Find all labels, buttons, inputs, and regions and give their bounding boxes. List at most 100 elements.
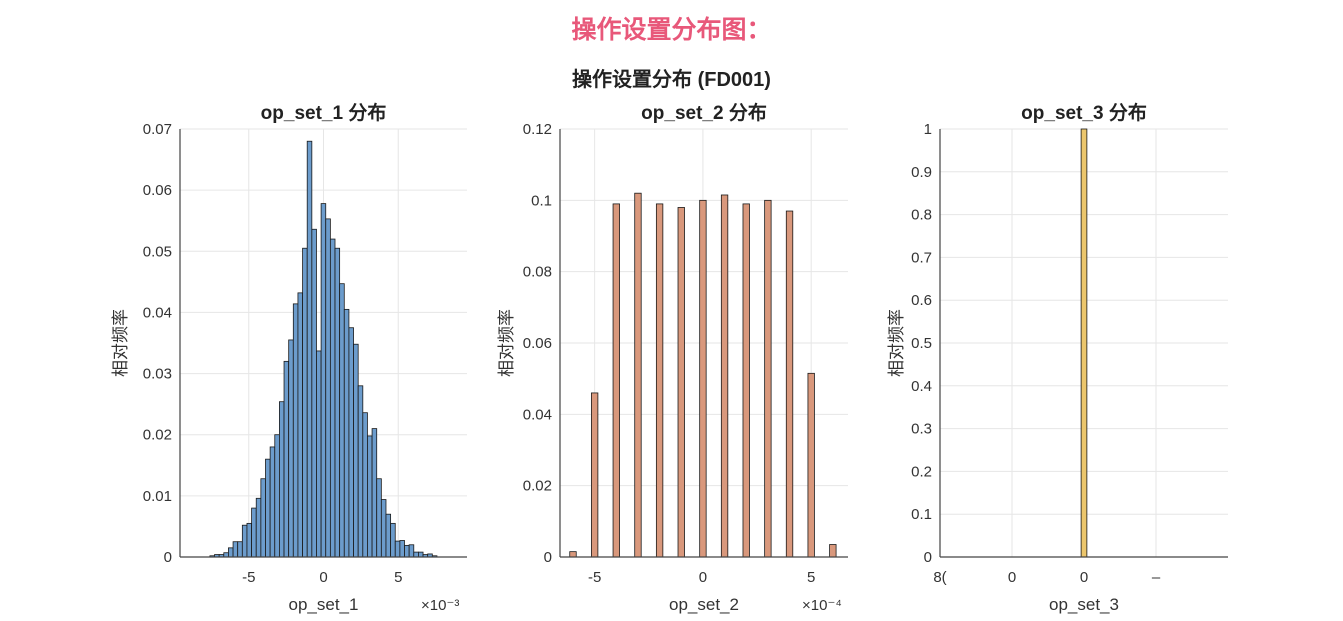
subplot-title: op_set_2 分布 <box>641 101 767 124</box>
y-tick-label: 0.1 <box>911 506 932 523</box>
histogram-bar <box>785 210 794 558</box>
histogram-bar <box>399 540 405 558</box>
histogram-bar <box>742 203 750 558</box>
y-tick-label: 0.08 <box>523 264 552 281</box>
y-tick-label: 0.1 <box>531 192 552 209</box>
y-tick-label: 1 <box>924 121 932 138</box>
histogram-bar <box>283 360 290 558</box>
histogram-bar <box>569 551 577 558</box>
x-tick-label: -5 <box>588 569 601 586</box>
histogram-bar <box>306 140 313 558</box>
histogram-bar <box>292 303 299 558</box>
histogram-bar <box>385 513 392 558</box>
y-tick-label: 0.01 <box>143 488 172 505</box>
x-exponent-label: ×10⁻⁴ <box>802 597 842 614</box>
histogram-bar <box>237 541 243 558</box>
histogram-bar <box>677 207 685 558</box>
subplot-title: op_set_1 分布 <box>261 101 387 124</box>
y-tick-label: 0.3 <box>911 421 932 438</box>
histogram-bar <box>413 551 419 558</box>
histogram-bar <box>241 524 248 558</box>
y-axis-label: 相对频率 <box>497 309 516 377</box>
y-tick-label: 0.2 <box>911 463 932 480</box>
y-tick-label: 0 <box>924 549 932 566</box>
histogram-bar <box>764 199 772 558</box>
histogram-bar <box>367 435 373 558</box>
histogram-bar <box>269 446 276 558</box>
y-tick-label: 0 <box>544 549 552 566</box>
histogram-bar <box>334 247 341 558</box>
histogram-bar <box>353 343 359 558</box>
histogram-bar <box>316 350 322 558</box>
y-tick-label: 0.04 <box>143 304 172 321</box>
y-tick-label: 0.6 <box>911 292 932 309</box>
histogram-bar <box>329 238 336 558</box>
y-axis-label: 相对频率 <box>111 309 130 377</box>
subplot-1: 0 0.01 0.02 0.03 0.04 0.05 0.06 0.07 -5 0 5 op_set_… <box>111 101 467 614</box>
y-tick-label: 0.07 <box>143 121 172 138</box>
histogram-bar <box>274 434 280 558</box>
y-tick-label: 0.9 <box>911 164 932 181</box>
y-tick-label: 0 <box>164 549 172 566</box>
x-tick-label: 0 <box>1080 569 1088 586</box>
histogram-bar <box>362 412 368 558</box>
histogram-bar <box>404 544 410 558</box>
histogram-bar <box>265 458 271 558</box>
x-tick-label: -5 <box>242 569 255 586</box>
histogram-bar <box>228 547 234 558</box>
histogram-bar <box>288 339 294 558</box>
histogram-bar <box>279 401 285 558</box>
figure-suptitle: 操作设置分布 (FD001) <box>572 69 771 91</box>
histogram-bar <box>394 540 401 558</box>
histogram-bar <box>348 327 354 558</box>
histogram-bar <box>829 544 837 558</box>
histogram-bar <box>232 541 239 558</box>
histogram-bar <box>807 372 815 558</box>
x-axis-label: op_set_3 <box>1049 595 1119 614</box>
y-tick-label: 0.04 <box>523 406 552 423</box>
histogram-bar <box>325 218 331 558</box>
histogram-bar <box>302 247 308 558</box>
histogram-bar <box>255 497 262 558</box>
histogram-bar <box>612 203 620 558</box>
histogram-bar <box>251 507 257 558</box>
y-tick-label: 0.4 <box>911 378 932 395</box>
x-tick-label: 0 <box>1008 569 1016 586</box>
y-tick-label: 0.02 <box>523 478 552 495</box>
histogram-bar <box>655 203 664 558</box>
x-tick-label: 0 <box>319 569 327 586</box>
histogram-bar <box>246 522 253 558</box>
histogram-bar <box>699 199 707 558</box>
histogram-bar <box>380 499 387 558</box>
histogram-bar <box>311 228 317 558</box>
histogram-bar <box>357 385 364 558</box>
subplot-3: 00.10.20.30.40.50.60.70.80.918(0 0 –op_set… <box>887 101 1228 614</box>
x-tick-label: 0 <box>699 569 707 586</box>
histogram-bar <box>418 551 424 558</box>
histogram-bar <box>343 308 350 558</box>
histogram-bar <box>720 194 729 558</box>
histogram-bar <box>390 522 396 558</box>
y-axis-label: 相对频率 <box>887 309 906 377</box>
subplot-title: op_set_3 分布 <box>1021 101 1147 124</box>
y-tick-label: 0.02 <box>143 427 172 444</box>
histogram-bar <box>320 203 327 558</box>
histogram-bar <box>590 392 599 558</box>
y-tick-label: 0.05 <box>143 243 172 260</box>
x-axis-label: op_set_1 <box>289 595 359 614</box>
histogram-bar <box>1080 128 1088 558</box>
histogram-bar <box>371 428 378 558</box>
x-axis-label: op_set_2 <box>669 595 739 614</box>
x-exponent-label: ×10⁻³ <box>421 597 459 614</box>
y-tick-label: 0.03 <box>143 366 172 383</box>
x-tick-label: 5 <box>394 569 402 586</box>
histogram-bar <box>297 292 303 558</box>
histogram-bar <box>376 478 382 558</box>
y-tick-label: 0.5 <box>911 335 932 352</box>
y-tick-label: 0.7 <box>911 249 932 266</box>
histogram-bar <box>408 544 415 558</box>
y-tick-label: 0.8 <box>911 207 932 224</box>
histogram-bar <box>339 283 345 558</box>
histogram-bar <box>223 552 229 558</box>
